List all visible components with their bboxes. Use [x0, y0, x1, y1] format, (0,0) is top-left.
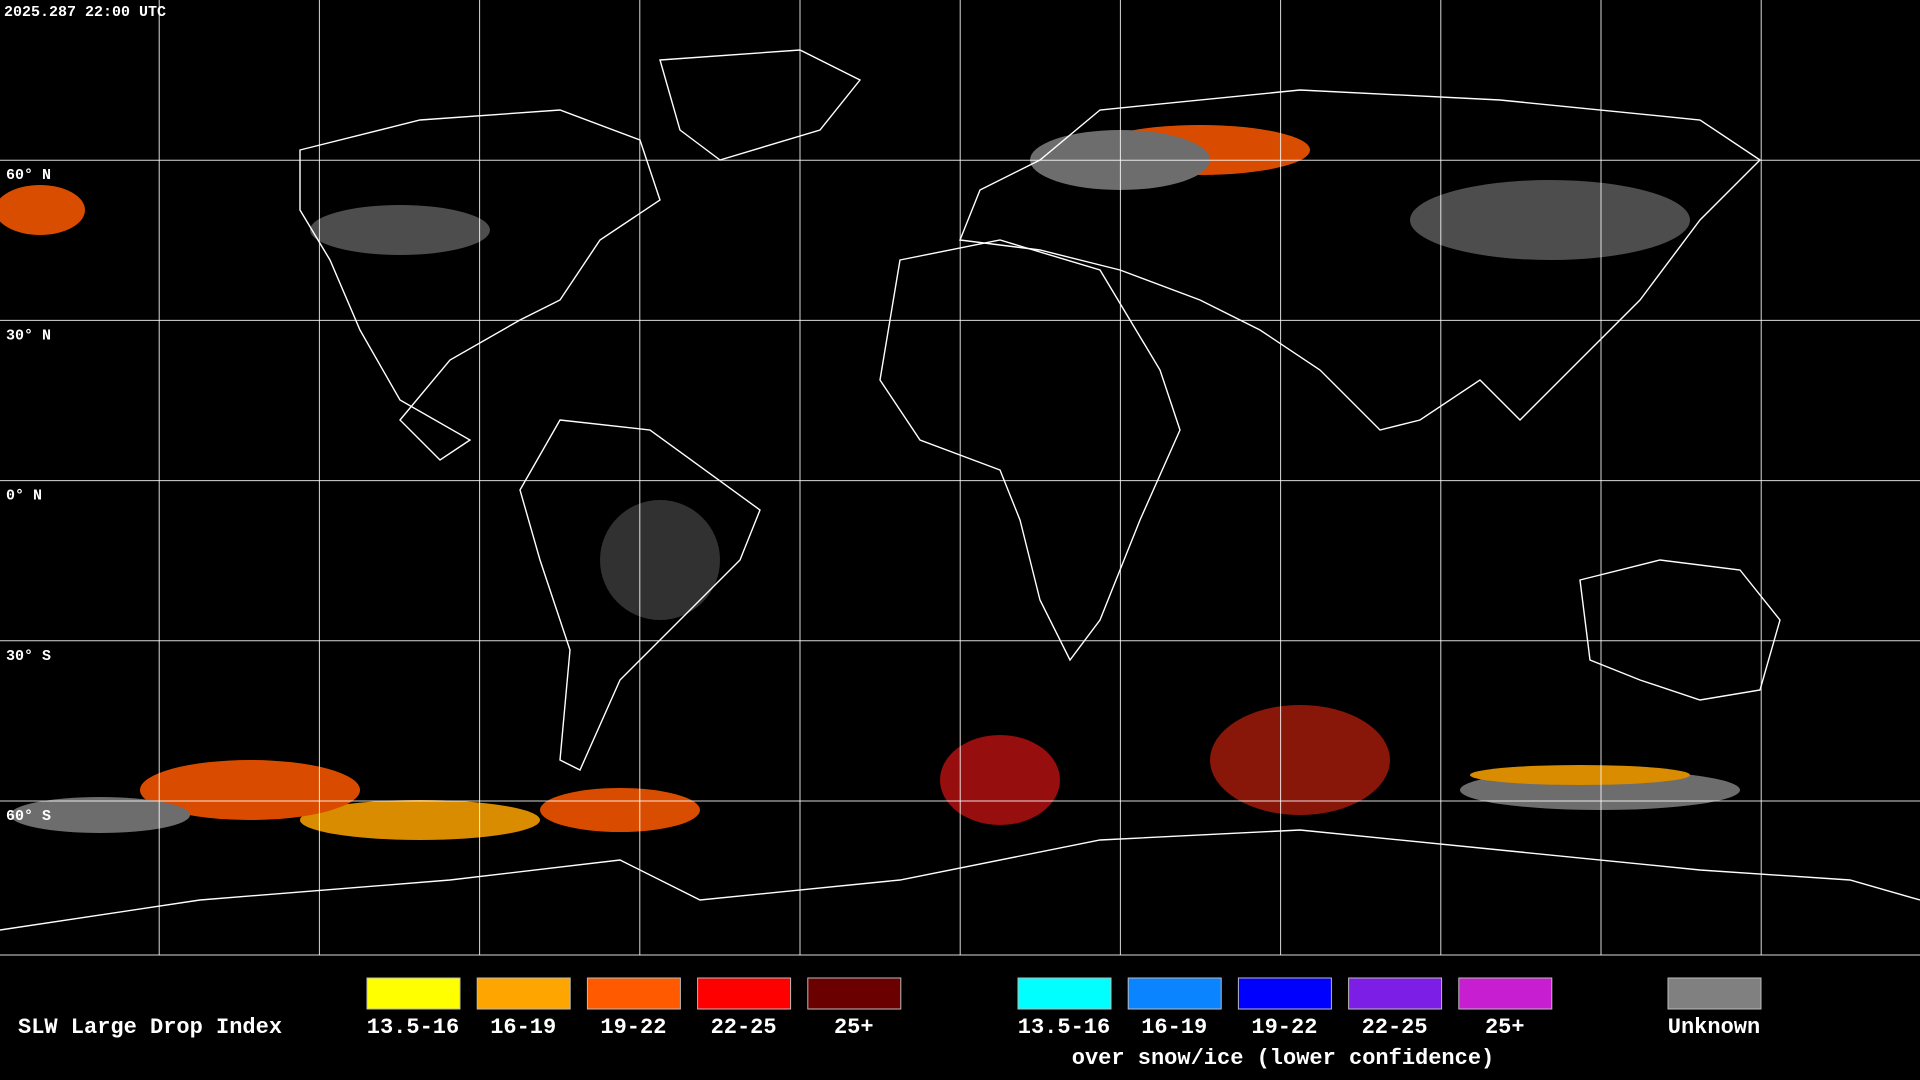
lat-label: 60° N [6, 167, 51, 184]
australia [1579, 559, 1781, 701]
legend-swatch [476, 977, 571, 1010]
legend-label: 22-25 [711, 1015, 777, 1040]
cloud-blob [0, 185, 85, 235]
cloud-blob [540, 788, 700, 832]
eurasia [959, 89, 1762, 431]
africa [879, 239, 1181, 662]
legend-label: 19-22 [600, 1015, 666, 1040]
legend-label: 13.5-16 [367, 1015, 459, 1040]
cloud-blob [1410, 180, 1690, 260]
legend-swatch [1127, 977, 1222, 1010]
cloud-blob [1210, 705, 1390, 815]
legend-swatch [1237, 977, 1332, 1010]
legend-label: Unknown [1668, 1015, 1760, 1040]
lat-label: 30° S [6, 648, 51, 665]
legend-label: 16-19 [490, 1015, 556, 1040]
legend: 13.5-16 16-19 19-22 22-25 25+ 13.5-16 16-19 19-… [366, 977, 1762, 1040]
legend-swatch [807, 977, 902, 1010]
legend-title: SLW Large Drop Index [18, 1015, 282, 1040]
legend-swatch [1017, 977, 1112, 1010]
legend-label: 13.5-16 [1018, 1015, 1110, 1040]
legend-swatch [1458, 977, 1553, 1010]
legend-label: 25+ [834, 1015, 874, 1040]
cloud-blob [10, 797, 190, 833]
legend-label: 19-22 [1251, 1015, 1317, 1040]
cloud-blob [600, 500, 720, 620]
graticule [0, 0, 1920, 956]
cloud-blob [940, 735, 1060, 825]
legend-swatch [697, 977, 792, 1010]
legend-swatch [586, 977, 681, 1010]
legend-swatch [366, 977, 461, 1010]
legend-note: over snow/ice (lower confidence) [1072, 1046, 1494, 1071]
cloud-blob [140, 760, 360, 820]
legend-label: 25+ [1485, 1015, 1525, 1040]
lat-label: 0° N [6, 488, 42, 505]
legend-swatch [1667, 977, 1762, 1010]
lat-label: 60° S [6, 808, 51, 825]
cloud-field [0, 125, 1740, 840]
legend-label: 16-19 [1141, 1015, 1207, 1040]
legend-swatch [1348, 977, 1443, 1010]
north-america [299, 109, 661, 461]
cloud-blob [310, 205, 490, 255]
legend-label: 22-25 [1362, 1015, 1428, 1040]
lat-label: 30° N [6, 327, 51, 344]
south-america [519, 419, 761, 771]
coastlines [0, 49, 1920, 931]
cloud-blob [1470, 765, 1690, 785]
antarctica [0, 829, 1920, 931]
timestamp: 2025.287 22:00 UTC [4, 4, 166, 21]
